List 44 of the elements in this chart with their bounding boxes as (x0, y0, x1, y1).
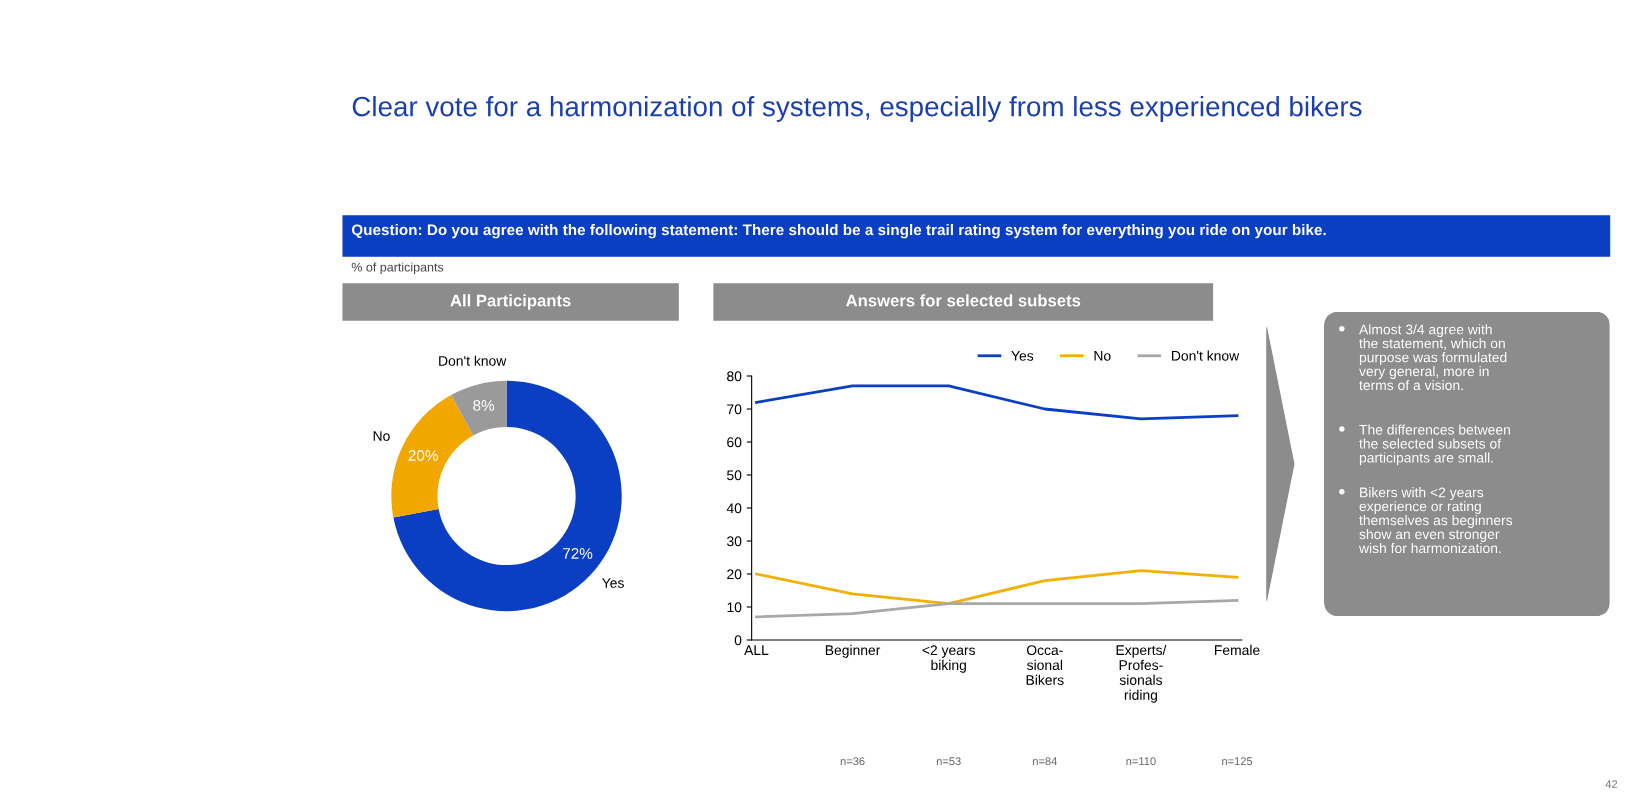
y-tick-label: 50 (727, 470, 742, 481)
x-tick-label: ALL (744, 645, 769, 655)
text: 42 (1605, 780, 1618, 788)
legend-label: No (1094, 351, 1111, 361)
donut-slice (451, 380, 507, 436)
text: n=53 (936, 757, 961, 766)
text: Almost 3/4 agree with the statement, which on purpose was formulated very general, more in terms of a vision. (1359, 324, 1507, 391)
donut-slice (393, 380, 622, 612)
x-tick-label: Experts/ Profes- sionals riding (1116, 644, 1167, 703)
y-tick-label: 70 (727, 404, 742, 415)
slice-label: Don't know (439, 355, 507, 366)
y-tick-label: 30 (727, 536, 742, 547)
y-tick-label: 80 (727, 371, 742, 382)
text: Bikers with <2 years experience or rating themselves as beginners show an even stronger wish for harmonization. (1358, 487, 1513, 554)
donut-slice (391, 395, 474, 518)
text: n=84 (1033, 757, 1057, 766)
chart-title: All Participants (450, 294, 571, 310)
data-label: 72% (563, 548, 593, 559)
y-tick-label: 60 (727, 437, 742, 448)
y-tick-label: 40 (726, 503, 742, 514)
data-label: 20% (408, 450, 438, 461)
text: Question: Do you agree with the following statement: There should be a single trail rating system for everything you ride on your bike. (351, 224, 1326, 239)
x-tick-label: <2 years biking (922, 645, 976, 673)
line-series (755, 599, 1239, 619)
chart-title: Answers for selected subsets (846, 294, 1081, 307)
text: The differences between the selected subsets of participants are small. (1359, 424, 1510, 466)
slice-label: Yes (602, 578, 624, 588)
text: n=125 (1222, 757, 1253, 766)
y-tick-label: 20 (727, 569, 742, 580)
y-tick-label: 10 (727, 602, 742, 613)
slice-label: No (373, 431, 390, 441)
y-tick-label: 0 (734, 635, 742, 646)
x-tick-label: Female (1215, 644, 1260, 656)
x-tick-label: Beginner (825, 644, 881, 658)
text: % of participants (351, 262, 444, 275)
text: n=110 (1126, 757, 1156, 766)
legend-label: Don't know (1172, 350, 1240, 361)
legend-label: Yes (1011, 351, 1034, 361)
line-series (755, 384, 1239, 421)
data-label: 8% (473, 400, 495, 411)
line-series (755, 569, 1239, 606)
text: n=36 (840, 757, 865, 766)
x-tick-label: Occa- sional Bikers (1026, 645, 1064, 685)
text: Clear vote for a harmonization of systems, especially from less experienced bikers (352, 96, 1362, 122)
